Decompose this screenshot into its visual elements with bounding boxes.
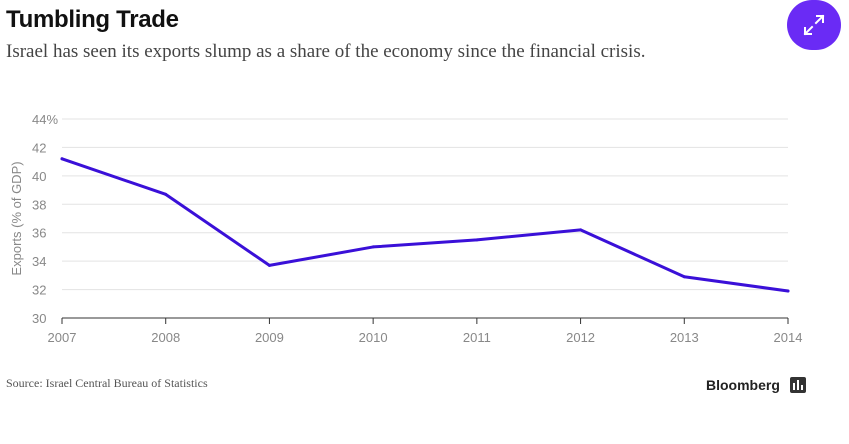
data-point — [682, 275, 686, 279]
y-tick-label: 44% — [32, 112, 58, 127]
data-point — [164, 192, 168, 196]
data-point — [786, 289, 790, 293]
x-tick-label: 2007 — [48, 330, 77, 345]
expand-button[interactable] — [787, 0, 841, 50]
x-tick-label: 2014 — [774, 330, 803, 345]
x-tick-label: 2010 — [359, 330, 388, 345]
y-tick-label: 42 — [32, 140, 46, 155]
x-tick-label: 2013 — [670, 330, 699, 345]
x-tick-label: 2008 — [151, 330, 180, 345]
data-point — [267, 263, 271, 267]
y-tick-label: 32 — [32, 283, 46, 298]
x-tick-label: 2011 — [463, 330, 491, 345]
chart-subtitle: Israel has seen its exports slump as a s… — [6, 41, 646, 62]
source-note: Source: Israel Central Bureau of Statist… — [6, 376, 208, 390]
y-tick-label: 30 — [32, 311, 46, 326]
line-chart: 30 32 34 36 38 40 42 44% 2007 2008 2009 2010 2011 201… — [9, 112, 803, 345]
data-point — [60, 157, 64, 161]
y-axis-label: Exports (% of GDP) — [9, 161, 24, 275]
data-point — [371, 245, 375, 249]
x-tick-label: 2009 — [255, 330, 284, 345]
series-line — [60, 157, 790, 293]
y-tick-label: 34 — [32, 254, 46, 269]
data-point — [579, 228, 583, 232]
brand-name: Bloomberg — [706, 377, 780, 393]
y-tick-label: 40 — [32, 169, 46, 184]
expand-arrows-icon — [803, 14, 825, 36]
y-tick-label: 38 — [32, 197, 46, 212]
bloomberg-bars-icon — [789, 377, 806, 393]
bloomberg-logo: Bloomberg — [706, 377, 806, 393]
y-tick-label: 36 — [32, 226, 46, 241]
data-point — [475, 238, 479, 242]
x-tick-label: 2012 — [566, 330, 595, 345]
chart-title: Tumbling Trade — [6, 6, 179, 33]
